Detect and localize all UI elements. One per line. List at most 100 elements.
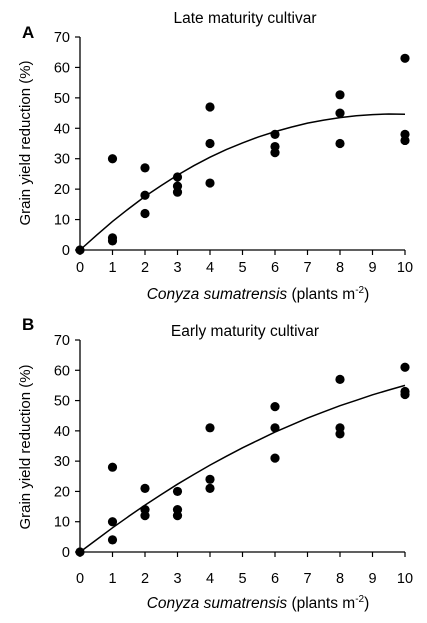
panel-a-xlabel-close: ): [364, 286, 369, 303]
data-point: [140, 163, 150, 173]
panel-a-points: [75, 53, 410, 255]
x-tick-label: 7: [303, 260, 311, 276]
panel-a-xlabel-exp: -2: [355, 285, 364, 296]
panel-a-letter: A: [22, 23, 34, 42]
y-tick-label: 50: [54, 91, 70, 107]
data-point: [107, 517, 118, 527]
y-tick-label: 20: [54, 484, 70, 500]
data-point: [400, 53, 410, 63]
y-tick-label: 30: [54, 454, 70, 470]
data-point: [107, 535, 118, 545]
data-point: [140, 190, 150, 200]
data-point: [205, 102, 215, 112]
data-point: [107, 236, 118, 246]
x-tick-label: 2: [141, 571, 149, 587]
x-tick-label: 9: [368, 260, 376, 276]
panel-b: B Early maturity cultivar Grain yield re…: [17, 315, 413, 612]
y-tick-label: 0: [62, 243, 70, 259]
panel-b-fit-curve: [79, 384, 406, 553]
panel-a-xlabel-units: (plants m: [291, 286, 355, 303]
x-tick-label: 4: [206, 571, 214, 587]
x-tick-label: 7: [303, 571, 311, 587]
panel-b-letter: B: [22, 315, 34, 334]
y-tick-label: 60: [54, 60, 70, 76]
x-tick-label: 1: [108, 571, 116, 587]
x-tick-label: 0: [76, 260, 84, 276]
data-point: [172, 187, 183, 197]
x-tick-label: 6: [271, 260, 279, 276]
y-tick-label: 70: [54, 333, 70, 349]
x-tick-label: 6: [271, 571, 279, 587]
x-tick-label: 0: [76, 571, 84, 587]
y-tick-label: 70: [54, 30, 70, 46]
data-point: [270, 148, 280, 158]
y-tick-label: 30: [54, 152, 70, 168]
data-point: [270, 129, 280, 139]
data-point: [270, 453, 280, 463]
y-tick-label: 60: [54, 363, 70, 379]
x-tick-label: 5: [238, 571, 246, 587]
data-point: [172, 172, 183, 182]
data-point: [140, 483, 150, 493]
x-tick-label: 3: [173, 571, 181, 587]
y-tick-label: 40: [54, 424, 70, 440]
panel-b-title: Early maturity cultivar: [171, 323, 319, 340]
data-point: [205, 138, 215, 149]
y-tick-label: 10: [54, 515, 70, 531]
x-tick-label: 5: [238, 260, 246, 276]
panel-b-y-ticks: 0 10 20 30 40 50 60 70: [54, 333, 80, 561]
panel-a-xlabel: Conyza sumatrensis (plants m-2): [147, 285, 370, 303]
data-point: [335, 108, 345, 118]
panel-b-xlabel-close: ): [364, 595, 369, 612]
y-tick-label: 50: [54, 394, 70, 410]
data-point: [140, 511, 150, 521]
data-point: [107, 154, 118, 164]
panel-a-title: Late maturity cultivar: [174, 10, 317, 27]
data-point: [270, 402, 280, 412]
x-tick-label: 8: [336, 260, 344, 276]
y-tick-label: 40: [54, 121, 70, 137]
x-tick-label: 4: [206, 260, 214, 276]
data-point: [400, 389, 410, 400]
panel-b-points: [75, 362, 410, 557]
panel-b-xlabel: Conyza sumatrensis (plants m-2): [147, 594, 370, 612]
panel-a-fit-curve: [79, 113, 406, 251]
data-point: [75, 547, 85, 557]
panel-a: A Late maturity cultivar Grain yield red…: [17, 10, 413, 303]
panel-b-xlabel-units: (plants m: [291, 595, 355, 612]
data-point: [107, 462, 118, 472]
data-point: [75, 245, 85, 255]
panel-b-x-ticks: 0 1 2 3 4 5 6 7 8 9 10: [76, 552, 413, 587]
data-point: [335, 374, 345, 384]
data-point: [172, 486, 183, 497]
panel-b-xlabel-exp: -2: [355, 594, 364, 605]
x-tick-label: 1: [108, 260, 116, 276]
data-point: [270, 423, 280, 433]
data-point: [205, 474, 215, 484]
panel-a-y-ticks: 0 10 20 30 40 50 60 70: [54, 30, 80, 259]
x-tick-label: 2: [141, 260, 149, 276]
data-point: [400, 135, 410, 146]
data-point: [400, 362, 410, 372]
data-point: [140, 208, 150, 219]
data-point: [172, 511, 183, 521]
x-tick-label: 8: [336, 571, 344, 587]
x-tick-label: 10: [397, 571, 413, 587]
panel-b-ylabel: Grain yield reduction (%): [17, 364, 34, 529]
data-point: [335, 138, 345, 149]
x-tick-label: 3: [173, 260, 181, 276]
data-point: [205, 483, 215, 493]
data-point: [335, 429, 345, 439]
data-point: [335, 90, 345, 100]
y-tick-label: 0: [62, 545, 70, 561]
panel-a-x-ticks: 0 1 2 3 4 5 6 7 8 9 10: [76, 250, 413, 276]
y-tick-label: 20: [54, 182, 70, 198]
x-tick-label: 10: [397, 260, 413, 276]
data-point: [205, 178, 215, 188]
data-point: [205, 423, 215, 433]
panel-b-xlabel-species: Conyza sumatrensis: [147, 595, 288, 612]
x-tick-label: 9: [368, 571, 376, 587]
panel-a-ylabel: Grain yield reduction (%): [17, 60, 34, 225]
panel-a-xlabel-species: Conyza sumatrensis: [147, 286, 288, 303]
